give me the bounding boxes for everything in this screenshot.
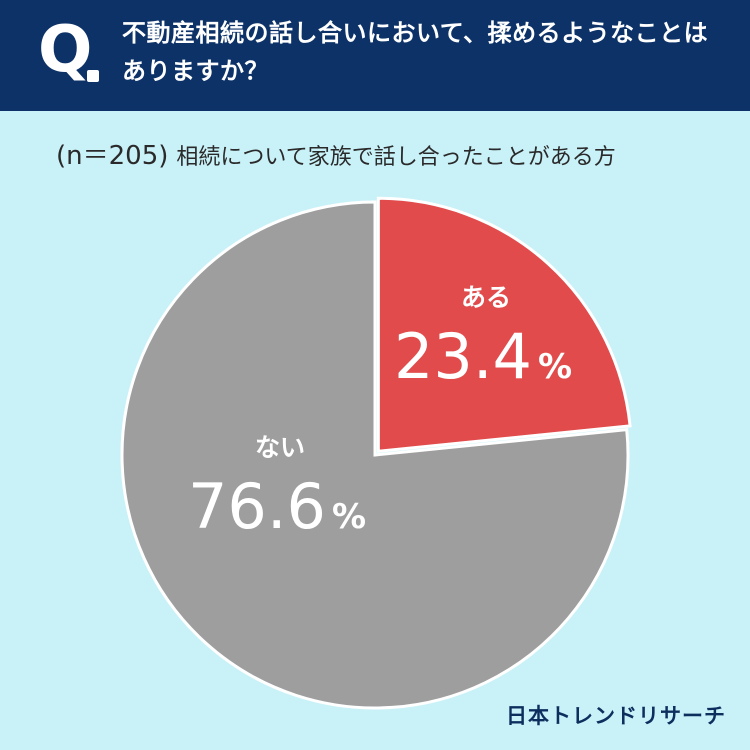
pie-slice-1 [376, 196, 632, 453]
slice-value-2: 76.6 [188, 470, 326, 543]
respondent-condition: 相続について家族で話し合ったことがある方 [176, 145, 616, 170]
slice-unit-1: % [538, 347, 572, 387]
chart-subtitle: (n＝205) 相続について家族で話し合ったことがある方 [56, 138, 736, 176]
q-dot-icon [87, 70, 99, 82]
slice-label-1: ある [461, 283, 511, 312]
sample-size: (n＝205) [56, 141, 169, 171]
slice-unit-2: % [332, 497, 366, 537]
question-text: 不動産相続の話し合いにおいて、揉めるようなことはありますか？ [122, 19, 709, 85]
q-mark: Q [38, 13, 93, 87]
slice-value-1: 23.4 [394, 320, 532, 393]
brand-logo: 日本トレンドリサーチ [506, 704, 726, 728]
header-banner: Q 不動産相続の話し合いにおいて、揉めるようなことはありますか？ [0, 0, 750, 111]
pie-slice-2 [120, 200, 630, 710]
slice-label-2: ない [255, 433, 305, 462]
